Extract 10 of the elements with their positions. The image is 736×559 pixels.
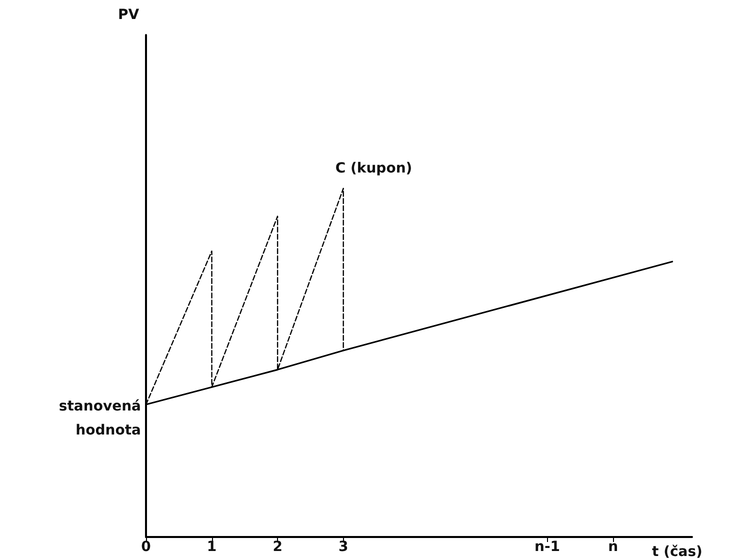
- x-axis-title: t (čas): [652, 544, 702, 559]
- x-tick-label: 1: [206, 539, 217, 555]
- x-tick-label: n: [608, 539, 618, 555]
- text: PV: [118, 7, 140, 23]
- x-tick-label: n-1: [534, 539, 560, 555]
- x-tick-label: 0: [141, 539, 152, 555]
- x-tick-label: 2: [272, 539, 282, 555]
- annotation: C (kupon): [335, 160, 412, 176]
- x-tick-label: 3: [338, 539, 348, 555]
- annotation: stanovená hodnota: [58, 398, 141, 439]
